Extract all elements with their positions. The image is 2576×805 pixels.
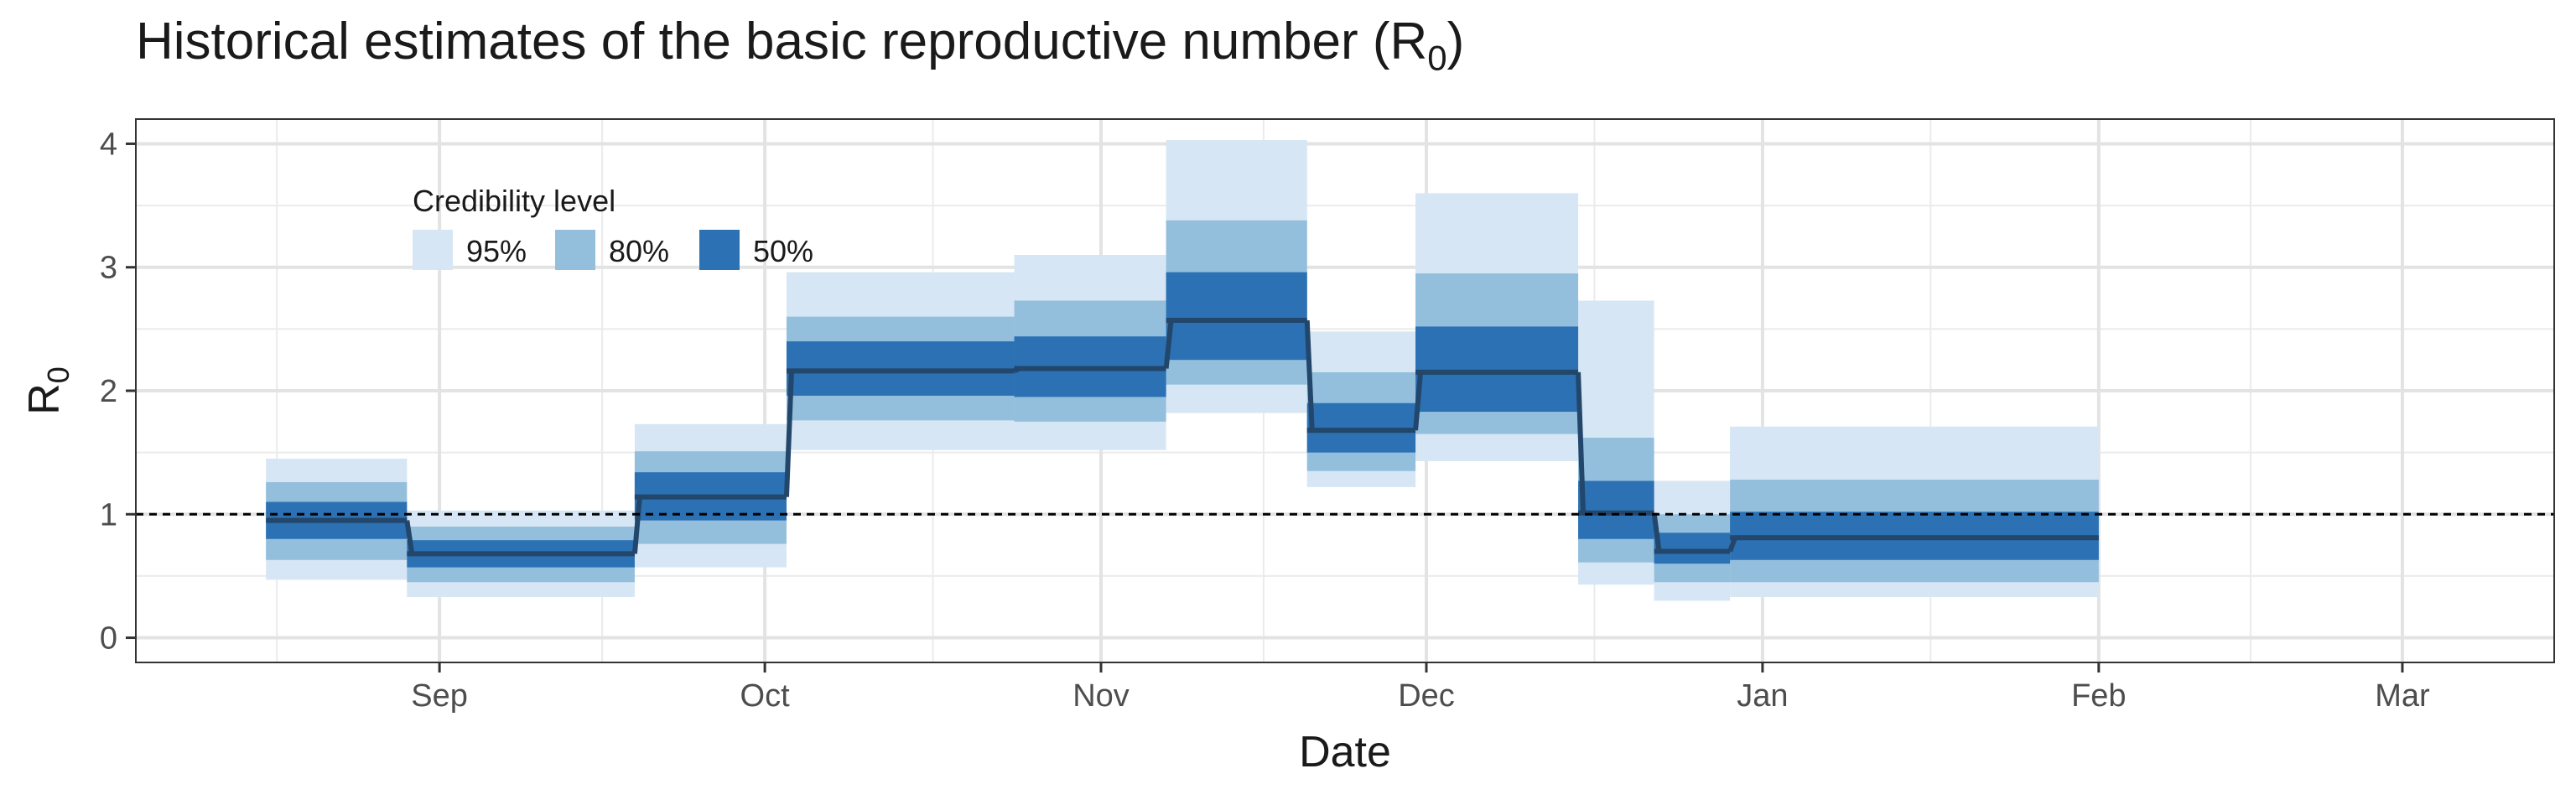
median-step	[404, 520, 415, 554]
x-tick-label: Oct	[740, 678, 791, 714]
legend-key	[699, 230, 740, 270]
y-axis-title-subscript: 0	[41, 366, 75, 383]
x-tick-label: Sep	[411, 678, 468, 714]
median-step	[1304, 319, 1315, 431]
chart-title-subscript: 0	[1427, 38, 1447, 78]
median-step	[1576, 371, 1587, 513]
legend: Credibility level 95% 80% 50%	[413, 184, 813, 270]
legend-label: 50%	[753, 234, 813, 268]
median-step	[1413, 371, 1424, 431]
x-tick-label: Mar	[2375, 678, 2430, 714]
median-step	[1163, 319, 1174, 369]
median-step	[783, 371, 794, 497]
y-tick-label: 1	[100, 497, 117, 532]
y-axis-title: R0	[20, 366, 75, 415]
chart-title: Historical estimates of the basic reprod…	[136, 12, 1464, 78]
axes: 0 1 2 3 4 Sep Oct Nov Dec Jan Feb Mar	[100, 127, 2430, 714]
y-tick-label: 2	[100, 374, 117, 409]
x-tick-label: Nov	[1072, 678, 1130, 714]
y-axis-title-text: R	[20, 383, 69, 415]
x-tick-label: Jan	[1737, 678, 1788, 714]
legend-label: 80%	[609, 234, 669, 268]
legend-key	[413, 230, 453, 270]
legend-key	[555, 230, 595, 270]
y-tick-label: 0	[100, 621, 117, 657]
chart-title-close: )	[1446, 13, 1465, 70]
band-50	[1166, 272, 1307, 361]
x-tick-label: Feb	[2071, 678, 2126, 714]
median-step	[631, 496, 642, 554]
x-tick-label: Dec	[1398, 678, 1455, 714]
legend-label: 95%	[466, 234, 527, 268]
legend-title: Credibility level	[413, 184, 615, 218]
median-lines	[266, 318, 2099, 557]
chart-title-text: Historical estimates of the basic reprod…	[136, 13, 1428, 70]
band-50	[1578, 480, 1654, 539]
median-step	[1651, 512, 1662, 552]
x-axis-title: Date	[1299, 728, 1391, 776]
band-50	[1415, 326, 1579, 413]
y-tick-label: 4	[100, 127, 117, 162]
y-tick-label: 3	[100, 251, 117, 286]
band-50	[1654, 532, 1731, 564]
